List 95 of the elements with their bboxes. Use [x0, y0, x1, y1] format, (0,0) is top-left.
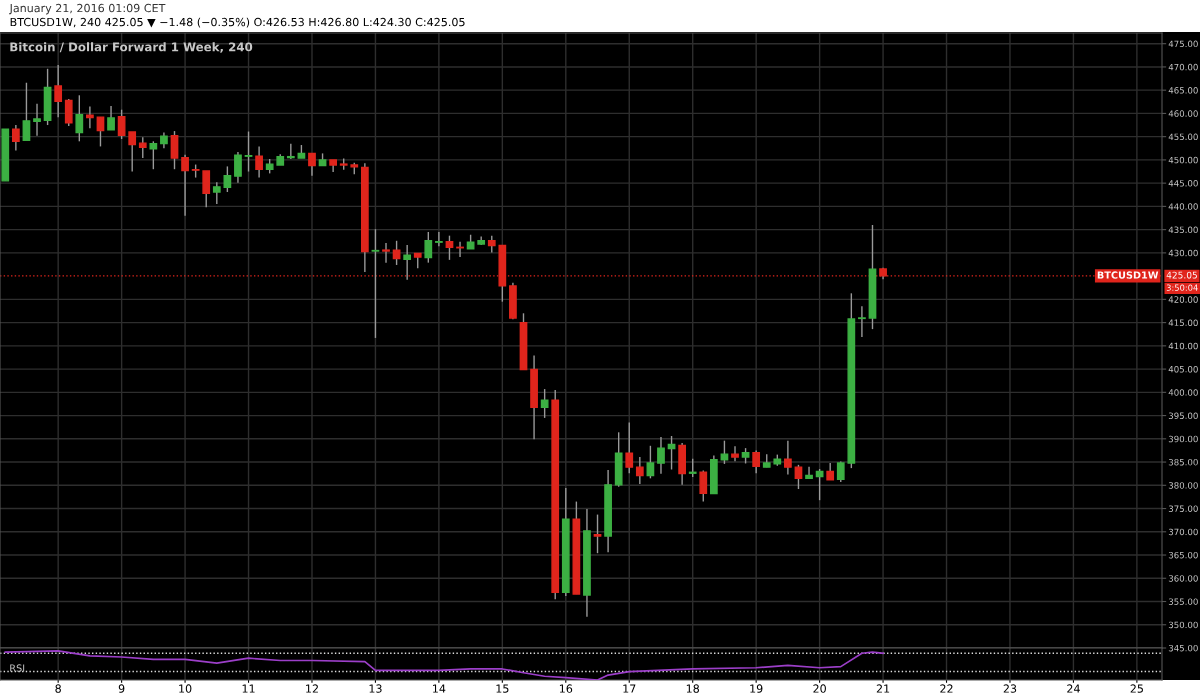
- candlestick: [784, 439, 792, 476]
- candlestick: [64, 98, 73, 127]
- candlestick: [805, 466, 813, 480]
- y-tick-label: 355.00: [1168, 598, 1198, 605]
- candlestick: [688, 458, 697, 478]
- x-tick-label: 23: [1003, 684, 1017, 693]
- candlestick: [625, 421, 634, 474]
- annotation: 425.05: [1166, 271, 1197, 279]
- y-tick-label: 460.00: [1168, 110, 1198, 117]
- y-tick-label: 430.00: [1168, 249, 1198, 257]
- x-tick-label: 14: [433, 684, 446, 693]
- y-tick-label: 445.00: [1168, 180, 1198, 187]
- candlestick: [435, 231, 443, 248]
- candlestick: [117, 109, 126, 140]
- x-tick-label: 24: [1067, 684, 1080, 693]
- candlestick: [445, 234, 454, 261]
- x-tick-label: 13: [369, 684, 382, 693]
- candlestick: [699, 469, 708, 503]
- y-tick-label: 475.00: [1168, 40, 1198, 48]
- candlestick: [54, 64, 63, 118]
- text: Bitcoin / Dollar Forward 1 Week, 240: [10, 42, 253, 53]
- y-tick-label: 385.00: [1168, 458, 1198, 466]
- candlestick: [75, 94, 84, 143]
- y-tick-label: 420.00: [1168, 296, 1198, 303]
- y-tick-label: 370.00: [1168, 528, 1198, 536]
- y-tick-label: 375.00: [1168, 505, 1198, 512]
- x-tick-label: 9: [118, 684, 125, 693]
- candlestick: [540, 388, 549, 419]
- x-tick-label: 20: [813, 684, 826, 693]
- candlestick: [212, 181, 221, 205]
- candlestick: [107, 105, 115, 131]
- candlestick: [794, 464, 803, 490]
- candlestick: [646, 445, 655, 480]
- candlestick: [234, 151, 242, 184]
- candlestick: [11, 124, 20, 152]
- text: BTCUSD1W, 240 425.05 ▼ −1.48 (−0.35%) O:426.53 H:426.80 L:424.30 C:425.05: [10, 17, 465, 28]
- y-tick-label: 465.00: [1168, 87, 1198, 94]
- x-tick-label: 10: [179, 684, 192, 693]
- x-tick-label: 19: [750, 684, 763, 693]
- candlestick: [223, 165, 232, 193]
- chart-subtitle: January 21, 2016 01:09 CET: [9, 3, 166, 15]
- x-tick-label: 15: [496, 684, 509, 693]
- candlestick: [392, 240, 401, 266]
- x-tick-label: 11: [242, 684, 255, 693]
- y-tick-label: 415.00: [1168, 319, 1198, 326]
- x-tick-label: 17: [623, 684, 636, 693]
- candlestick: [635, 456, 644, 485]
- candlestick: [858, 305, 866, 338]
- candlestick: [371, 228, 380, 339]
- y-tick-label: 390.00: [1168, 435, 1198, 443]
- ref-line-label: BTCUSD1W: [1097, 271, 1159, 279]
- y-tick-label: 410.00: [1168, 342, 1198, 350]
- x-tick-label: 22: [940, 684, 953, 693]
- y-tick-label: 435.00: [1168, 226, 1198, 234]
- x-tick-label: 25: [1130, 684, 1143, 693]
- candlestick: [33, 102, 41, 137]
- x-tick-label: 18: [686, 684, 700, 693]
- y-tick-label: 380.00: [1168, 482, 1198, 489]
- candlestick: [308, 152, 316, 177]
- candlestick: [731, 445, 739, 462]
- x-tick-label: 16: [559, 684, 573, 693]
- candlestick: [22, 82, 31, 142]
- text: 3:50:04: [1166, 284, 1198, 291]
- candlestick: [128, 131, 137, 173]
- y-tick-label: 395.00: [1168, 412, 1198, 419]
- x-tick-label: 12: [306, 684, 318, 693]
- candlestick: [202, 170, 211, 209]
- y-tick-label: 470.00: [1168, 63, 1198, 71]
- candlestick: [752, 449, 761, 474]
- candlestick: [255, 145, 263, 179]
- y-tick-label: 400.00: [1168, 389, 1198, 396]
- y-tick-label: 440.00: [1168, 203, 1198, 210]
- candlestick: [138, 136, 147, 159]
- candlestick: [286, 142, 295, 160]
- candlestick: [96, 116, 105, 148]
- candlestick: [382, 242, 390, 264]
- y-tick-label: 450.00: [1168, 156, 1198, 164]
- x-tick-label: 21: [876, 684, 890, 693]
- candlestick: [244, 130, 253, 173]
- candlestick: [181, 154, 189, 217]
- y-tick-label: 365.00: [1168, 551, 1198, 559]
- y-tick-label: 360.00: [1168, 575, 1198, 582]
- candlestick: [403, 244, 412, 281]
- y-tick-label: 455.00: [1168, 133, 1198, 141]
- x-tick-label: 8: [55, 684, 61, 693]
- candlestick: [149, 140, 158, 170]
- candlestick: [424, 231, 433, 264]
- candlestick: [170, 130, 179, 170]
- candlestick: [657, 436, 665, 475]
- y-tick-label: 405.00: [1168, 365, 1198, 373]
- candlestick: [720, 439, 729, 465]
- text: RSI: [10, 664, 25, 672]
- y-tick-label: 350.00: [1168, 621, 1198, 629]
- y-tick-label: 345.00: [1168, 644, 1198, 652]
- candlestick: [593, 513, 602, 554]
